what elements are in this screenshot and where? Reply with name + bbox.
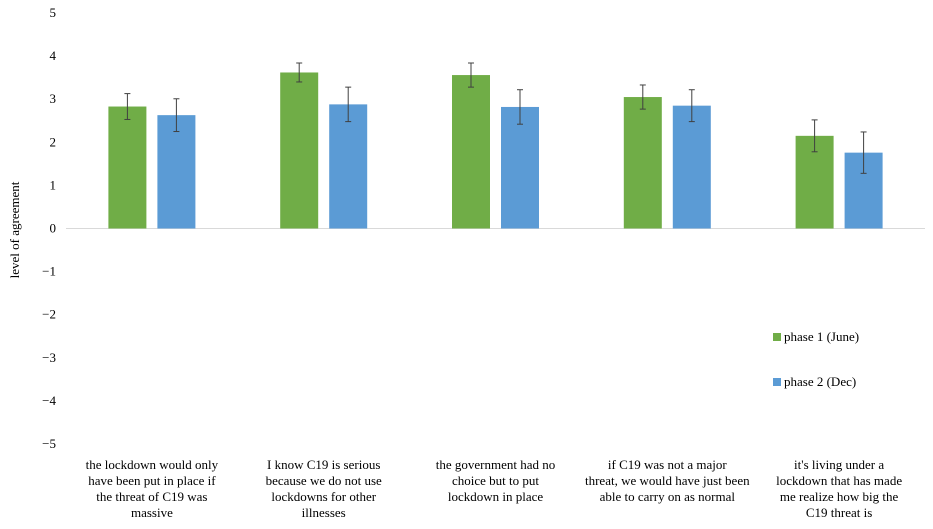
y-tick-label: 0: [50, 221, 57, 236]
category-label: the government had no choice but to put lo…: [436, 457, 556, 504]
legend-label: phase 2 (Dec): [784, 374, 856, 389]
bar: [280, 72, 319, 229]
bar: [108, 106, 147, 229]
category-labels: the lockdown would only have been put in …: [86, 457, 903, 520]
y-tick-label: 5: [50, 5, 57, 20]
y-tick-label: 1: [50, 177, 57, 192]
bar: [501, 106, 539, 229]
category-label: I know C19 is serious because we do not u…: [266, 457, 382, 520]
bar: [672, 105, 711, 229]
legend-swatch: [773, 333, 781, 341]
y-axis: 5 4 3 2 1 0 −1 −2 −3 −4 −5: [42, 5, 56, 451]
y-tick-label: 4: [50, 48, 57, 63]
y-tick-label: 2: [50, 134, 57, 149]
bar: [623, 97, 662, 229]
y-tick-label: 3: [50, 91, 57, 106]
y-axis-label: level of agreement: [7, 181, 22, 278]
legend: phase 1 (June) phase 2 (Dec): [773, 329, 859, 389]
category-label: if C19 was not a major threat, we would h…: [585, 457, 750, 504]
bars: [108, 72, 883, 229]
error-bars: [124, 62, 867, 174]
y-tick-label: −4: [42, 393, 56, 408]
category-label: it's living under a lockdown that has mad…: [776, 457, 902, 520]
category-label: the lockdown would only have been put in …: [86, 457, 219, 520]
legend-label: phase 1 (June): [784, 329, 859, 344]
y-tick-label: −5: [42, 436, 56, 451]
legend-swatch: [773, 378, 781, 386]
bar: [452, 75, 490, 229]
bar: [329, 104, 368, 229]
bar: [157, 115, 196, 229]
y-tick-label: −1: [42, 264, 56, 279]
y-tick-label: −2: [42, 307, 56, 322]
y-tick-label: −3: [42, 350, 56, 365]
